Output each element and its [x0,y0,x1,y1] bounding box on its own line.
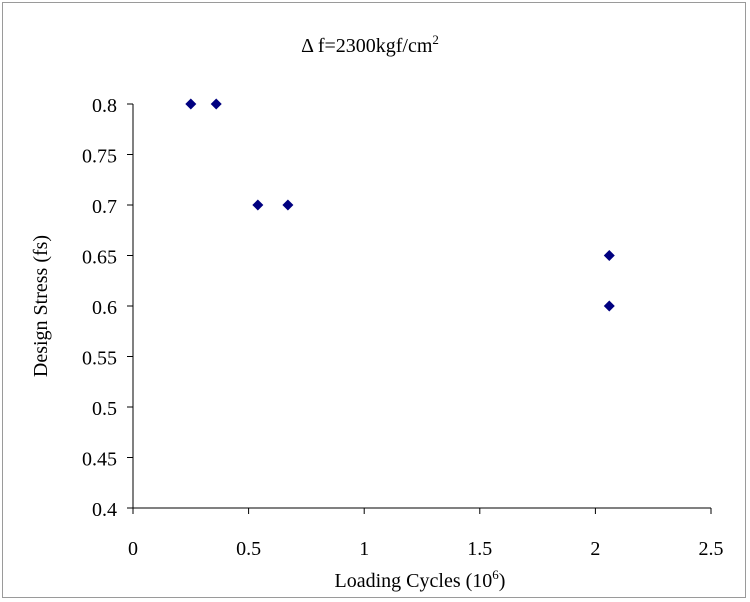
x-tick-label: 1.5 [467,538,492,560]
x-tick-label: 1 [359,538,369,560]
data-point-marker [603,300,615,312]
data-point-marker [185,98,197,110]
y-tick-label: 0.65 [82,247,117,269]
x-tick-label: 2.5 [699,538,724,560]
data-point-marker [210,98,222,110]
data-point-marker [282,199,294,211]
data-points [185,98,615,312]
data-point-marker [252,199,264,211]
y-axis-title: Design Stress (fs) [30,235,52,377]
y-tick-label: 0.55 [82,348,117,370]
chart-title: Δ f=2300kgf/cm2 [301,32,439,57]
x-axis-ticks: 0 0.5 1 1.5 2 2.5 [128,508,724,560]
x-tick-label: 0 [128,538,138,560]
y-tick-label: 0.8 [92,95,117,117]
y-tick-label: 0.5 [92,398,117,420]
y-tick-label: 0.6 [92,297,117,319]
x-tick-label: 0.5 [236,538,261,560]
y-tick-label: 0.7 [92,196,117,218]
y-tick-label: 0.75 [82,146,117,168]
y-tick-label: 0.4 [92,499,117,521]
x-tick-label: 2 [590,538,600,560]
data-point-marker [603,250,615,261]
y-axis-ticks: 0.4 0.45 0.5 0.55 0.6 0.65 0.7 0.75 0.8 [82,95,133,521]
x-axis-title: Loading Cycles (106) [335,567,506,592]
y-tick-label: 0.45 [82,449,117,471]
